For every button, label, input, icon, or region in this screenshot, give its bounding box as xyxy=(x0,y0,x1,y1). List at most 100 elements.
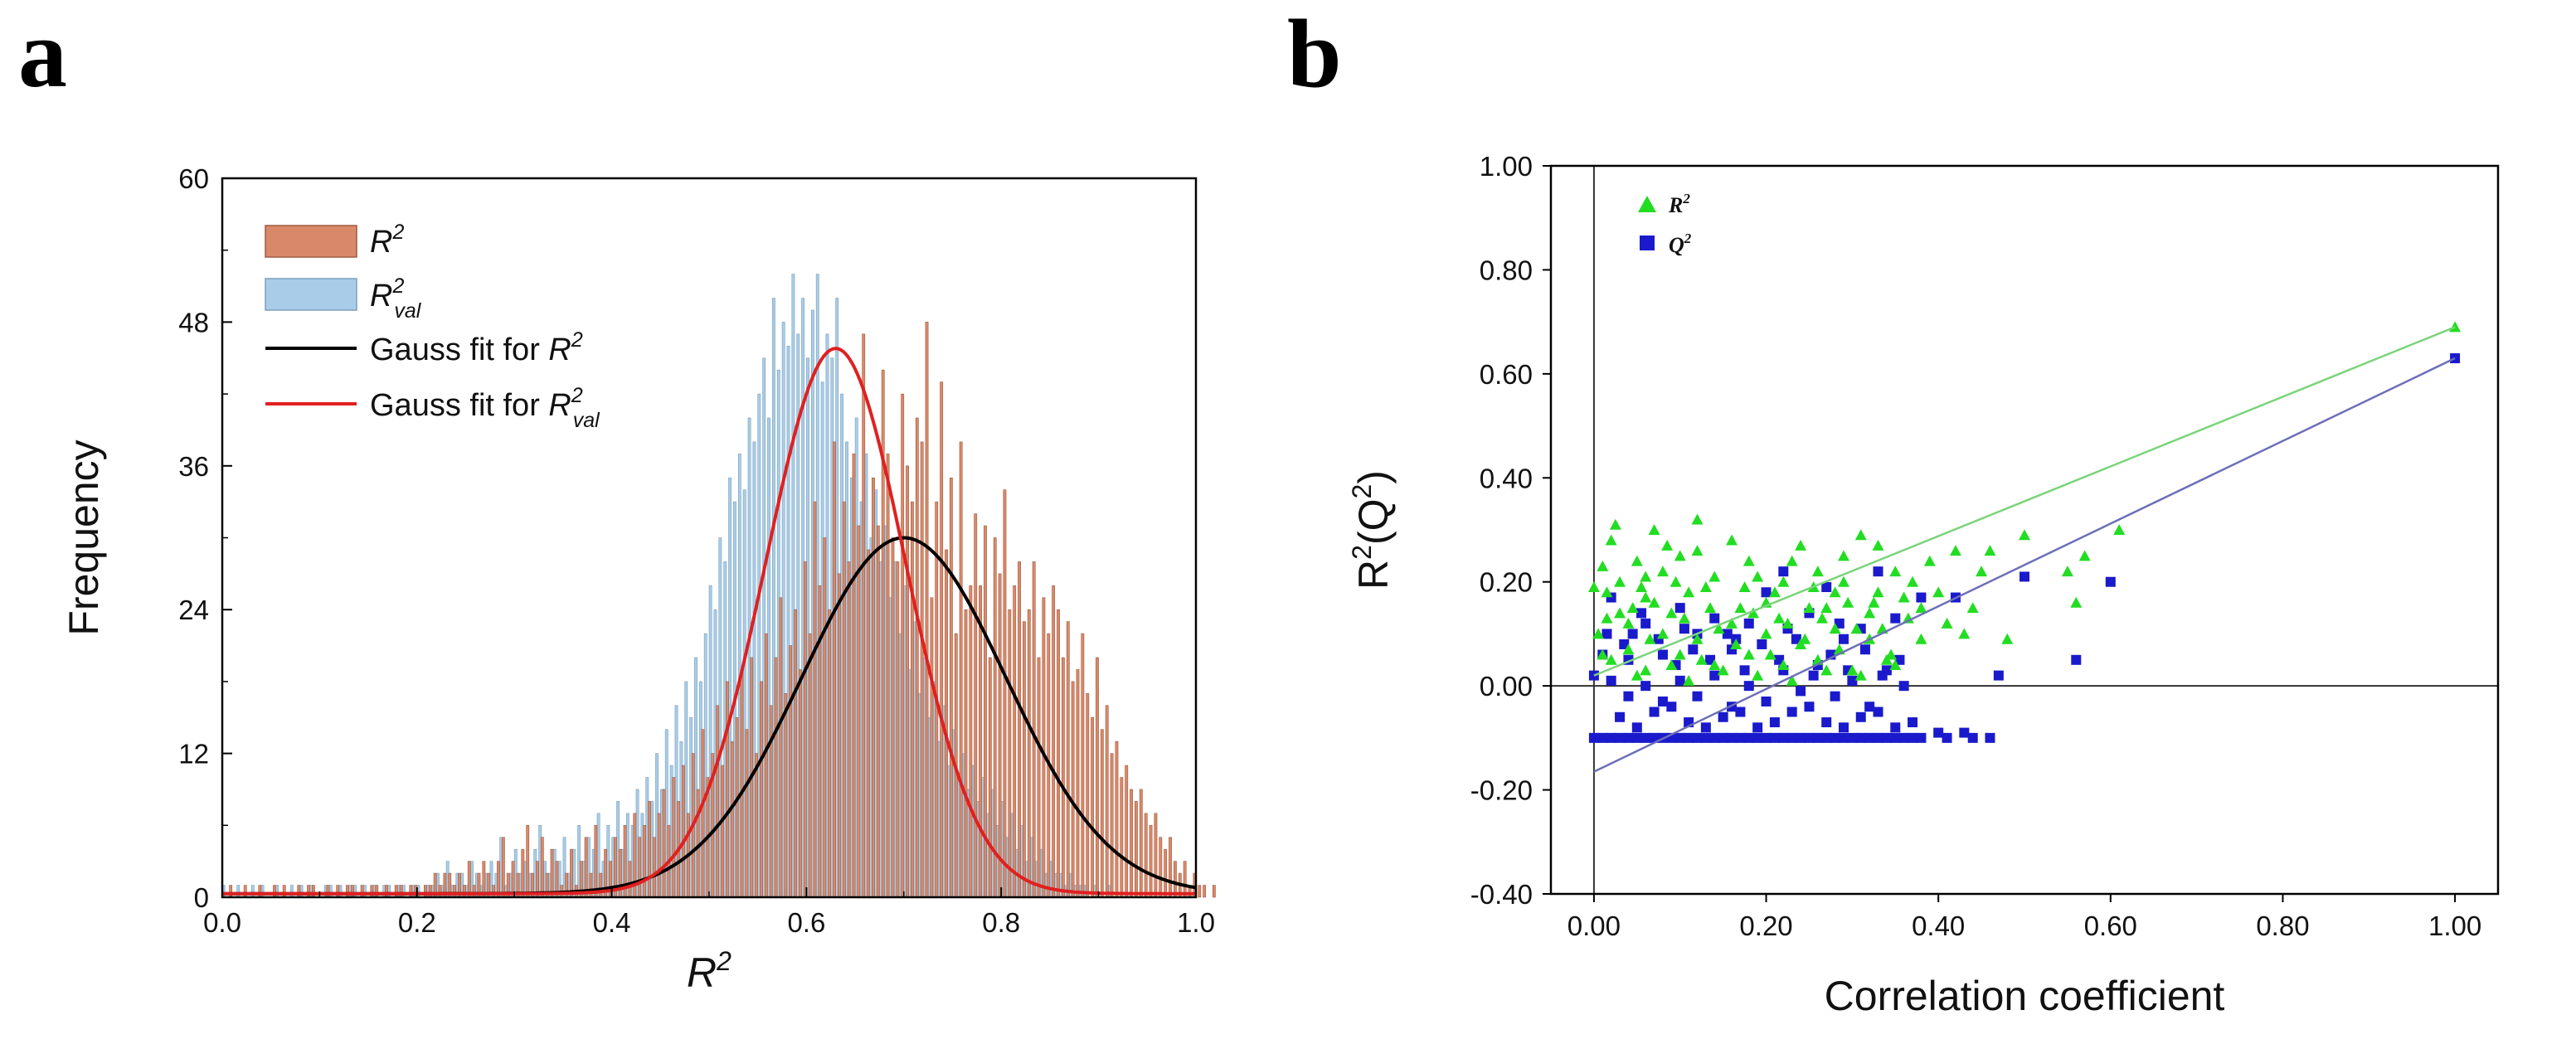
bar-r2 xyxy=(735,716,739,898)
r2-point xyxy=(1829,586,1841,598)
r2-point xyxy=(2001,633,2014,644)
r2-point xyxy=(1902,612,1914,624)
q2-point xyxy=(1873,707,1883,717)
bar-r2 xyxy=(1052,585,1056,898)
r2-point xyxy=(1614,575,1626,587)
q2-point xyxy=(1705,654,1716,665)
histogram-chart: 0.0 0.2 0.4 0.6 0.8 1.0 0 12 24 36 48 60 R2 Frequency… xyxy=(61,163,1216,996)
r2-point xyxy=(1691,545,1704,556)
bar-r2 xyxy=(764,633,768,898)
q2-point xyxy=(1606,732,1616,743)
bar-r2 xyxy=(570,848,573,898)
q2-point xyxy=(1640,681,1651,692)
q2-point xyxy=(1778,566,1789,577)
q2-point xyxy=(1898,732,1909,743)
bar-r2 xyxy=(1198,885,1202,898)
r2-point xyxy=(1644,633,1656,644)
q2-point xyxy=(1847,732,1858,743)
bar-r2 xyxy=(721,765,724,898)
x-tick-label: 0.20 xyxy=(1739,910,1792,941)
r2-point xyxy=(1592,628,1605,639)
bar-r2 xyxy=(988,657,992,898)
bar-r2 xyxy=(652,837,656,898)
legend-marker-q2 xyxy=(1640,236,1655,250)
r2-point xyxy=(2449,321,2462,333)
bar-r2 xyxy=(584,837,588,898)
q2-point xyxy=(1834,618,1845,629)
r2-point xyxy=(1631,555,1643,566)
q2-point xyxy=(1649,707,1660,717)
q2-point xyxy=(1606,675,1616,686)
r2-point xyxy=(1670,575,1682,587)
bar-r2 xyxy=(638,837,642,898)
q2-point xyxy=(1623,732,1634,743)
q2-point xyxy=(1657,696,1668,707)
bar-r2 xyxy=(648,801,651,898)
q2-point xyxy=(1700,732,1711,743)
bar-r2 xyxy=(745,729,749,898)
q2-point xyxy=(1774,654,1785,665)
r2-point xyxy=(1803,602,1815,614)
r2-point xyxy=(1726,617,1738,629)
bar-r2 xyxy=(837,573,841,898)
y-tick-label: 0 xyxy=(194,882,209,913)
r2-fit-line xyxy=(1593,326,2456,677)
r2-point xyxy=(1898,591,1910,603)
r2-point xyxy=(1640,591,1652,603)
q2-point xyxy=(1743,732,1754,743)
bar-r2 xyxy=(346,885,349,898)
bar-r2val xyxy=(353,885,357,898)
bar-r2 xyxy=(682,765,685,898)
r2-point xyxy=(1597,560,1609,571)
bar-r2 xyxy=(1061,657,1065,898)
bar-r2 xyxy=(813,501,817,898)
q2-point xyxy=(2071,654,2082,665)
q2-point xyxy=(1847,675,1858,686)
r2-point xyxy=(1674,550,1686,561)
r2-point xyxy=(1678,612,1690,624)
bar-r2val xyxy=(289,885,294,898)
bar-r2 xyxy=(940,381,944,898)
q2-point xyxy=(1864,702,1875,712)
bar-r2 xyxy=(1139,789,1143,898)
legend-label-q2: Q2 xyxy=(1669,231,1692,257)
q2-point xyxy=(1735,707,1746,717)
bar-r2 xyxy=(1071,681,1075,898)
r2-point xyxy=(1656,628,1669,639)
r2-point xyxy=(1713,623,1725,634)
bar-r2 xyxy=(755,753,758,898)
r2-point xyxy=(1850,623,1863,634)
legend-label-r2: R2 xyxy=(1668,191,1690,217)
q2-point xyxy=(1761,696,1772,707)
q2-fit-line xyxy=(1593,357,2456,773)
q2-point xyxy=(1916,592,1927,603)
bar-r2 xyxy=(243,885,247,898)
q2-point xyxy=(1778,732,1789,743)
bar-r2 xyxy=(945,549,948,898)
bar-r2 xyxy=(1027,609,1031,898)
q2-point xyxy=(1769,717,1780,728)
bar-r2 xyxy=(896,561,900,898)
r2-point xyxy=(1811,566,1824,577)
bar-r2 xyxy=(779,597,783,898)
q2-point xyxy=(1808,670,1819,681)
bar-r2 xyxy=(540,837,544,898)
q2-point xyxy=(1873,566,1883,577)
bar-r2 xyxy=(1076,669,1080,898)
r2-point xyxy=(1837,550,1849,561)
bar-r2 xyxy=(891,537,895,898)
q2-point xyxy=(1700,722,1711,733)
bar-r2 xyxy=(964,609,968,898)
bar-r2 xyxy=(725,681,729,898)
bar-r2val xyxy=(338,885,343,898)
q2-point xyxy=(2019,571,2029,582)
y-tick-label: -0.20 xyxy=(1470,775,1533,806)
bar-r2 xyxy=(1086,693,1090,898)
r2-point xyxy=(1854,669,1867,681)
r2-point xyxy=(1695,653,1708,665)
y-tick-label: 24 xyxy=(178,595,209,625)
r2-point xyxy=(1941,617,1953,629)
q2-point xyxy=(1942,732,1952,743)
r2-point xyxy=(1880,653,1893,665)
bar-r2 xyxy=(394,885,398,898)
